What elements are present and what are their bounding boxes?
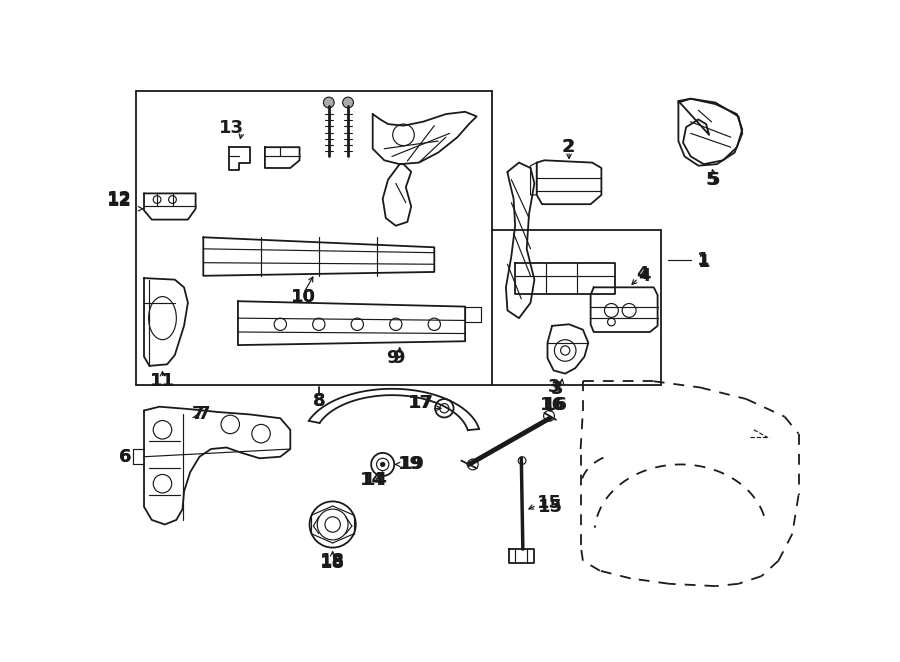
Text: 13: 13	[220, 119, 244, 137]
Text: 17: 17	[408, 394, 433, 412]
Text: 19: 19	[400, 455, 425, 473]
Text: 5: 5	[706, 171, 718, 189]
Text: 12: 12	[107, 192, 131, 210]
Text: 8: 8	[312, 391, 325, 410]
Text: 10: 10	[291, 287, 316, 306]
Text: 16: 16	[543, 396, 568, 414]
Text: 3: 3	[547, 379, 560, 397]
Text: 19: 19	[398, 455, 423, 473]
Text: 7: 7	[192, 405, 204, 424]
Text: 14: 14	[363, 471, 388, 489]
Text: 15: 15	[536, 494, 562, 512]
Text: 9: 9	[392, 349, 404, 367]
Circle shape	[343, 97, 354, 108]
Text: 18: 18	[320, 554, 346, 572]
Text: 1: 1	[698, 253, 710, 271]
Text: 9: 9	[386, 349, 398, 367]
Text: 11: 11	[150, 372, 175, 391]
Text: 4: 4	[638, 267, 651, 285]
Text: 7: 7	[198, 405, 211, 424]
Text: 15: 15	[538, 498, 563, 516]
Text: 2: 2	[562, 138, 574, 156]
Text: 6: 6	[119, 448, 131, 466]
Text: 4: 4	[636, 265, 648, 283]
Text: 11: 11	[150, 372, 175, 391]
Text: 18: 18	[320, 551, 346, 570]
Text: 1: 1	[697, 252, 709, 269]
Text: 6: 6	[119, 448, 131, 466]
Text: 3: 3	[551, 380, 563, 398]
Text: 8: 8	[312, 393, 325, 410]
Text: 12: 12	[107, 190, 131, 208]
Text: 17: 17	[410, 394, 435, 412]
Text: 10: 10	[291, 287, 316, 306]
Text: 5: 5	[707, 171, 720, 189]
Circle shape	[381, 462, 385, 467]
Text: 2: 2	[562, 138, 575, 156]
Circle shape	[323, 97, 334, 108]
Text: 16: 16	[540, 396, 564, 414]
Text: 14: 14	[360, 471, 385, 489]
